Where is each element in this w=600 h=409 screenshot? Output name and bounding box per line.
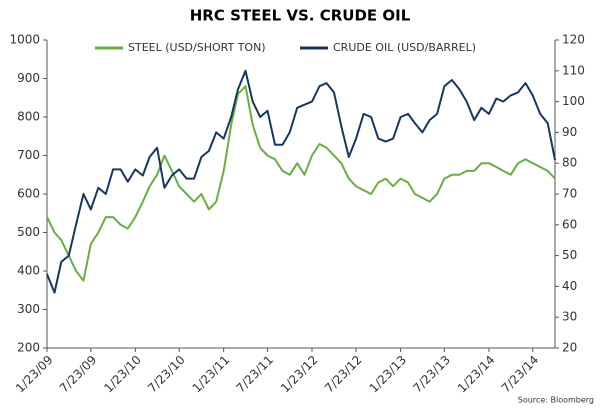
y2-tick-label: 100 (562, 94, 585, 108)
x-tick-label: 7/23/13 (410, 353, 453, 396)
chart-title: HRC STEEL VS. CRUDE OIL (190, 7, 411, 25)
y-tick-label: 400 (17, 264, 40, 278)
y-tick-label: 200 (17, 341, 40, 355)
series-line (46, 85, 556, 282)
x-tick-label: 1/23/14 (455, 353, 498, 396)
y-tick-label: 700 (17, 148, 40, 162)
y2-tick-label: 50 (562, 248, 577, 262)
legend-label: STEEL (USD/SHORT TON) (128, 41, 266, 54)
y2-tick-label: 70 (562, 187, 577, 201)
legend-label: CRUDE OIL (USD/BARREL) (333, 41, 476, 54)
y2-tick-label: 30 (562, 310, 577, 324)
y-tick-label: 500 (17, 225, 40, 239)
y2-tick-label: 20 (562, 341, 577, 355)
y-tick-label: 800 (17, 110, 40, 124)
y-tick-label: 900 (17, 71, 40, 85)
x-tick-label: 7/23/12 (322, 353, 365, 396)
series-line (46, 69, 556, 294)
y-tick-label: 300 (17, 302, 40, 316)
x-tick-label: 1/23/12 (278, 353, 321, 396)
y2-tick-label: 60 (562, 217, 577, 231)
y2-tick-label: 80 (562, 156, 577, 170)
y2-tick-label: 90 (562, 125, 577, 139)
x-tick-label: 1/23/13 (367, 353, 410, 396)
y2-tick-label: 110 (562, 63, 585, 77)
y2-tick-label: 40 (562, 279, 577, 293)
source: Source: Bloomberg (518, 396, 594, 405)
x-tick-label: 1/23/11 (190, 353, 233, 396)
y2-tick-label: 120 (562, 33, 585, 47)
x-tick-label: 7/23/14 (499, 353, 542, 396)
x-tick-label: 1/23/09 (13, 353, 56, 396)
x-tick-label: 7/23/09 (57, 353, 100, 396)
x-tick-label: 7/23/10 (145, 353, 188, 396)
x-tick-label: 1/23/10 (101, 353, 144, 396)
x-tick-label: 7/23/11 (233, 353, 276, 396)
y-tick-label: 1000 (9, 33, 40, 47)
y-tick-label: 600 (17, 187, 40, 201)
